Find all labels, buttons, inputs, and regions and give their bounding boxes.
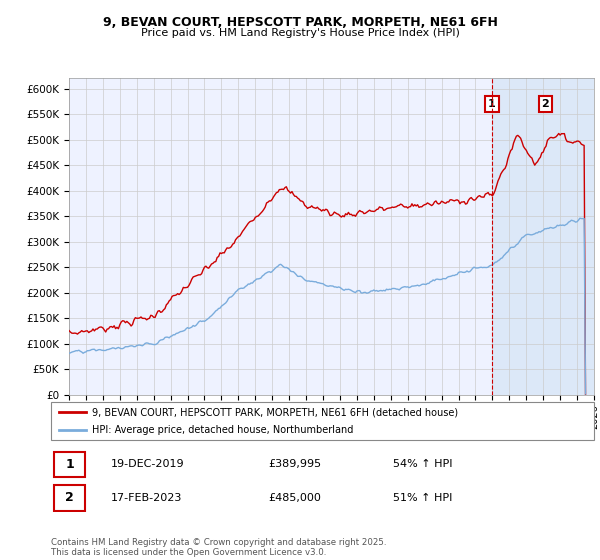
Text: HPI: Average price, detached house, Northumberland: HPI: Average price, detached house, Nort… bbox=[92, 425, 353, 435]
Text: 1: 1 bbox=[488, 99, 496, 109]
Text: Contains HM Land Registry data © Crown copyright and database right 2025.
This d: Contains HM Land Registry data © Crown c… bbox=[51, 538, 386, 557]
Text: 19-DEC-2019: 19-DEC-2019 bbox=[111, 459, 184, 469]
Text: 17-FEB-2023: 17-FEB-2023 bbox=[111, 493, 182, 503]
Text: 9, BEVAN COURT, HEPSCOTT PARK, MORPETH, NE61 6FH: 9, BEVAN COURT, HEPSCOTT PARK, MORPETH, … bbox=[103, 16, 497, 29]
Bar bbox=[492, 78, 594, 395]
Text: 2: 2 bbox=[541, 99, 549, 109]
Text: 2: 2 bbox=[65, 491, 74, 505]
FancyBboxPatch shape bbox=[51, 402, 594, 440]
Text: Price paid vs. HM Land Registry's House Price Index (HPI): Price paid vs. HM Land Registry's House … bbox=[140, 28, 460, 38]
FancyBboxPatch shape bbox=[54, 486, 85, 511]
Text: £389,995: £389,995 bbox=[268, 459, 322, 469]
FancyBboxPatch shape bbox=[54, 452, 85, 477]
Text: 9, BEVAN COURT, HEPSCOTT PARK, MORPETH, NE61 6FH (detached house): 9, BEVAN COURT, HEPSCOTT PARK, MORPETH, … bbox=[92, 407, 458, 417]
Text: 51% ↑ HPI: 51% ↑ HPI bbox=[393, 493, 452, 503]
Text: £485,000: £485,000 bbox=[268, 493, 321, 503]
Text: 54% ↑ HPI: 54% ↑ HPI bbox=[393, 459, 452, 469]
Text: 1: 1 bbox=[65, 458, 74, 471]
